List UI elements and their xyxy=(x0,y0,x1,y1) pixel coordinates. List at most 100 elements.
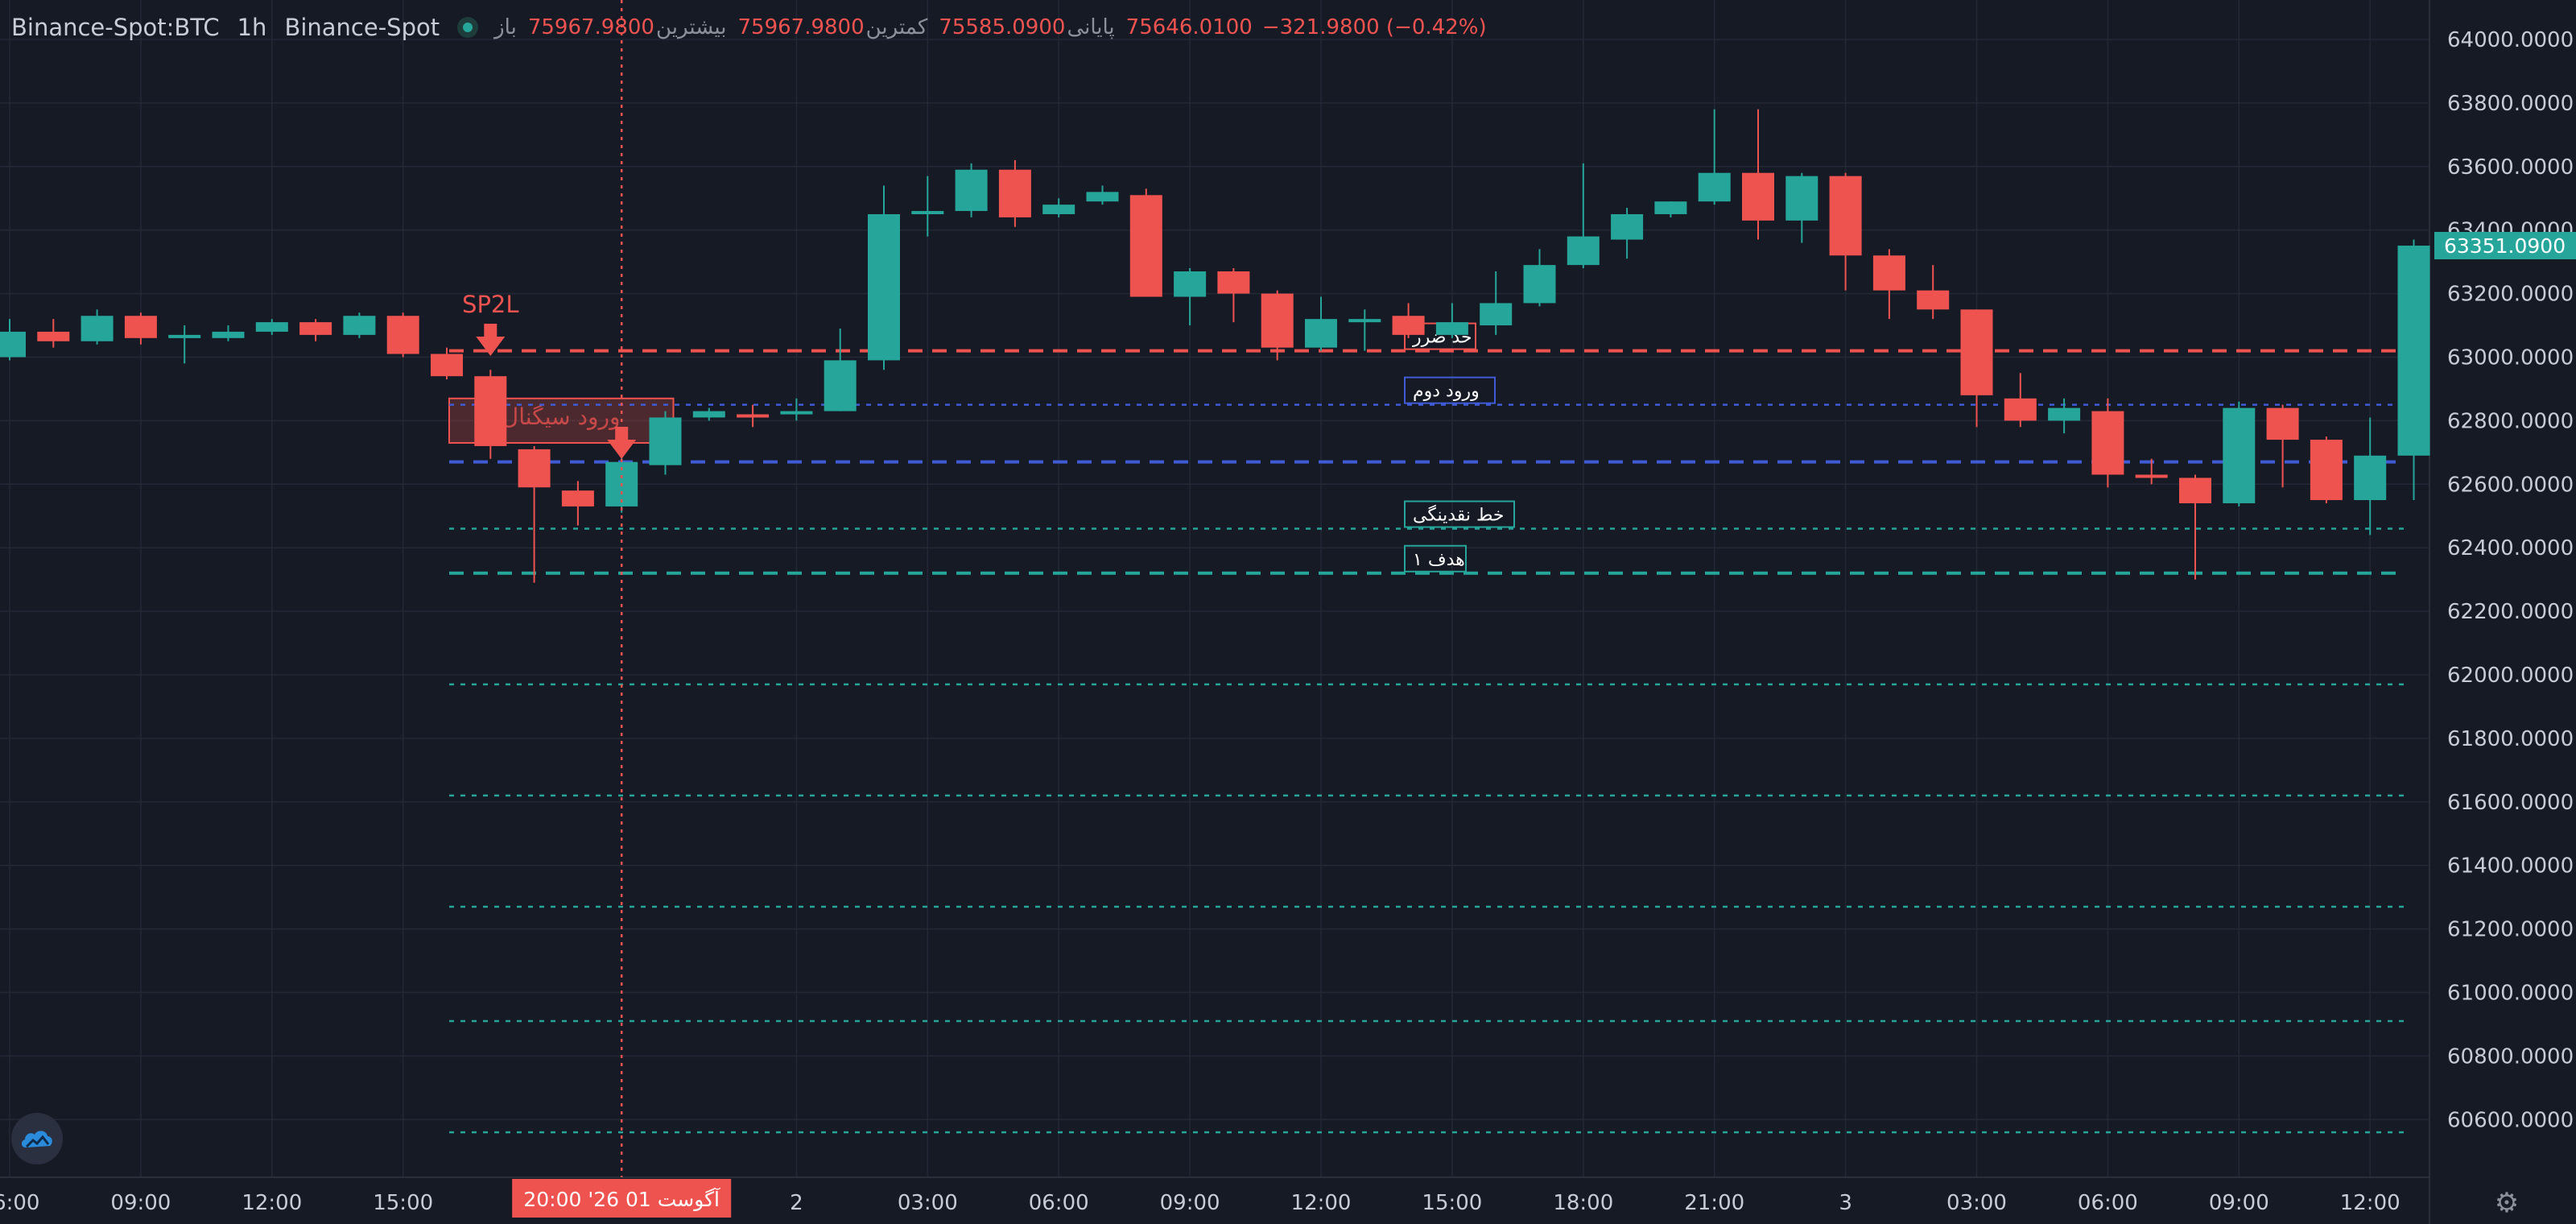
candle-body xyxy=(1129,195,1162,297)
candle-body xyxy=(780,411,813,415)
candle-body xyxy=(561,490,594,507)
price-tick-label: 60800.0000 xyxy=(2447,1044,2574,1069)
candle-body xyxy=(168,334,201,338)
signal-box-label: ورود سیگنال xyxy=(502,403,621,430)
time-tick-label: 09:00 xyxy=(2209,1191,2269,1215)
candle-body xyxy=(868,213,900,361)
candle-body xyxy=(1872,255,1905,291)
crosshair-time-label: 20:00 '26 آگوست 01 xyxy=(523,1187,720,1211)
candle-body xyxy=(1392,316,1425,335)
time-tick-label: 03:00 xyxy=(898,1191,958,1215)
ohlc-values: باز 75967.9800 بیشترین 75967.9800 کمترین… xyxy=(493,15,1487,39)
candle-body xyxy=(2266,407,2299,440)
time-tick-label: 15:00 xyxy=(1422,1191,1482,1215)
price-tick-label: 64000.0000 xyxy=(2447,28,2574,52)
time-tick-label: 2 xyxy=(790,1191,803,1215)
candle-body xyxy=(2223,407,2256,503)
symbol-name[interactable]: Binance-Spot:BTC xyxy=(11,14,220,41)
time-tick-label: 12:00 xyxy=(1291,1191,1352,1215)
price-tick-label: 62000.0000 xyxy=(2447,664,2574,688)
signal-arrow-shaft xyxy=(484,324,497,338)
candle-body xyxy=(1654,201,1687,214)
price-tick-label: 60600.0000 xyxy=(2447,1108,2574,1132)
candle-body xyxy=(1567,236,1600,266)
candle-body xyxy=(1829,176,1862,256)
price-tick-label: 62200.0000 xyxy=(2447,600,2574,624)
candle-body xyxy=(692,411,725,418)
level-label-box xyxy=(1404,376,1496,404)
time-tick-label: 21:00 xyxy=(1684,1191,1744,1215)
candle-body xyxy=(737,414,770,418)
level-label: خط نقدینگی xyxy=(1413,505,1505,526)
change-value: −321.9800 (−0.42%) xyxy=(1261,15,1487,39)
open-value: 75967.9800 xyxy=(527,15,654,39)
candle-body xyxy=(474,376,507,446)
current-price-label: 63351.0900 xyxy=(2444,234,2566,258)
interval-label[interactable]: 1h xyxy=(237,14,267,41)
candle-body xyxy=(431,354,463,377)
candle-body xyxy=(911,211,944,215)
candle-body xyxy=(1086,192,1119,202)
close-label: پایانی xyxy=(1067,15,1115,39)
candle-body xyxy=(1261,293,1294,348)
settings-gear-icon[interactable]: ⚙ xyxy=(2494,1187,2520,1219)
candle-body xyxy=(998,169,1031,217)
time-tick-label: 06:00 xyxy=(0,1191,39,1215)
candle-body xyxy=(2004,398,2037,421)
level-label: هدف ۱ xyxy=(1413,550,1465,570)
candle-body xyxy=(2310,440,2343,501)
signal-arrow-shaft xyxy=(615,427,629,441)
candle-body xyxy=(343,316,376,335)
open-label: باز xyxy=(494,15,517,39)
price-tick-label: 61000.0000 xyxy=(2447,982,2574,1006)
candle-body xyxy=(1960,309,1993,395)
time-tick-label: 12:00 xyxy=(2340,1191,2401,1215)
time-tick-label: 09:00 xyxy=(110,1191,171,1215)
level-label-box xyxy=(1404,500,1515,528)
candle-body xyxy=(955,169,988,212)
price-tick-label: 62800.0000 xyxy=(2447,409,2574,433)
candle-body xyxy=(1042,205,1075,214)
candle-body xyxy=(124,316,157,338)
time-tick-label: 18:00 xyxy=(1553,1191,1613,1215)
candle-body xyxy=(1174,271,1207,297)
cloud-logo-icon[interactable] xyxy=(11,1113,63,1164)
time-tick-label: 09:00 xyxy=(1160,1191,1220,1215)
candle-body xyxy=(1523,265,1556,304)
candle-body xyxy=(212,331,245,338)
high-label: بیشترین xyxy=(655,15,727,39)
market-status-icon xyxy=(457,17,479,38)
time-tick-label: 06:00 xyxy=(2078,1191,2138,1215)
candle-body xyxy=(386,316,419,354)
level-label: ورود دوم xyxy=(1413,382,1480,402)
chart-header: Binance-Spot:BTC 1h Binance-Spot باز 759… xyxy=(11,11,1487,43)
candle-body xyxy=(518,449,551,488)
candle-body xyxy=(0,331,26,358)
price-tick-label: 61200.0000 xyxy=(2447,918,2574,942)
close-value: 75646.0100 xyxy=(1125,15,1253,39)
time-tick-label: 15:00 xyxy=(373,1191,433,1215)
price-tick-label: 61800.0000 xyxy=(2447,727,2574,751)
candle-body xyxy=(1480,303,1513,326)
candle-body xyxy=(2091,411,2124,475)
candle-body xyxy=(1785,176,1818,221)
candle-body xyxy=(299,322,332,335)
price-tick-label: 63800.0000 xyxy=(2447,92,2574,116)
price-tick-label: 62400.0000 xyxy=(2447,536,2574,560)
candle-body xyxy=(2397,246,2430,456)
candle-body xyxy=(80,316,114,341)
time-tick-label: 12:00 xyxy=(242,1191,302,1215)
price-tick-label: 62600.0000 xyxy=(2447,473,2574,497)
exchange-name: Binance-Spot xyxy=(284,14,440,41)
candle-body xyxy=(1305,319,1337,348)
signal-arrow-head xyxy=(476,337,506,356)
price-tick-label: 63200.0000 xyxy=(2447,283,2574,307)
low-label: کمترین xyxy=(865,15,928,39)
candle-body xyxy=(1348,319,1381,323)
candle-body xyxy=(824,360,857,411)
low-value: 75585.0900 xyxy=(939,15,1066,39)
time-tick-label: 3 xyxy=(1839,1191,1852,1215)
signal-label: SP2L xyxy=(462,291,519,318)
